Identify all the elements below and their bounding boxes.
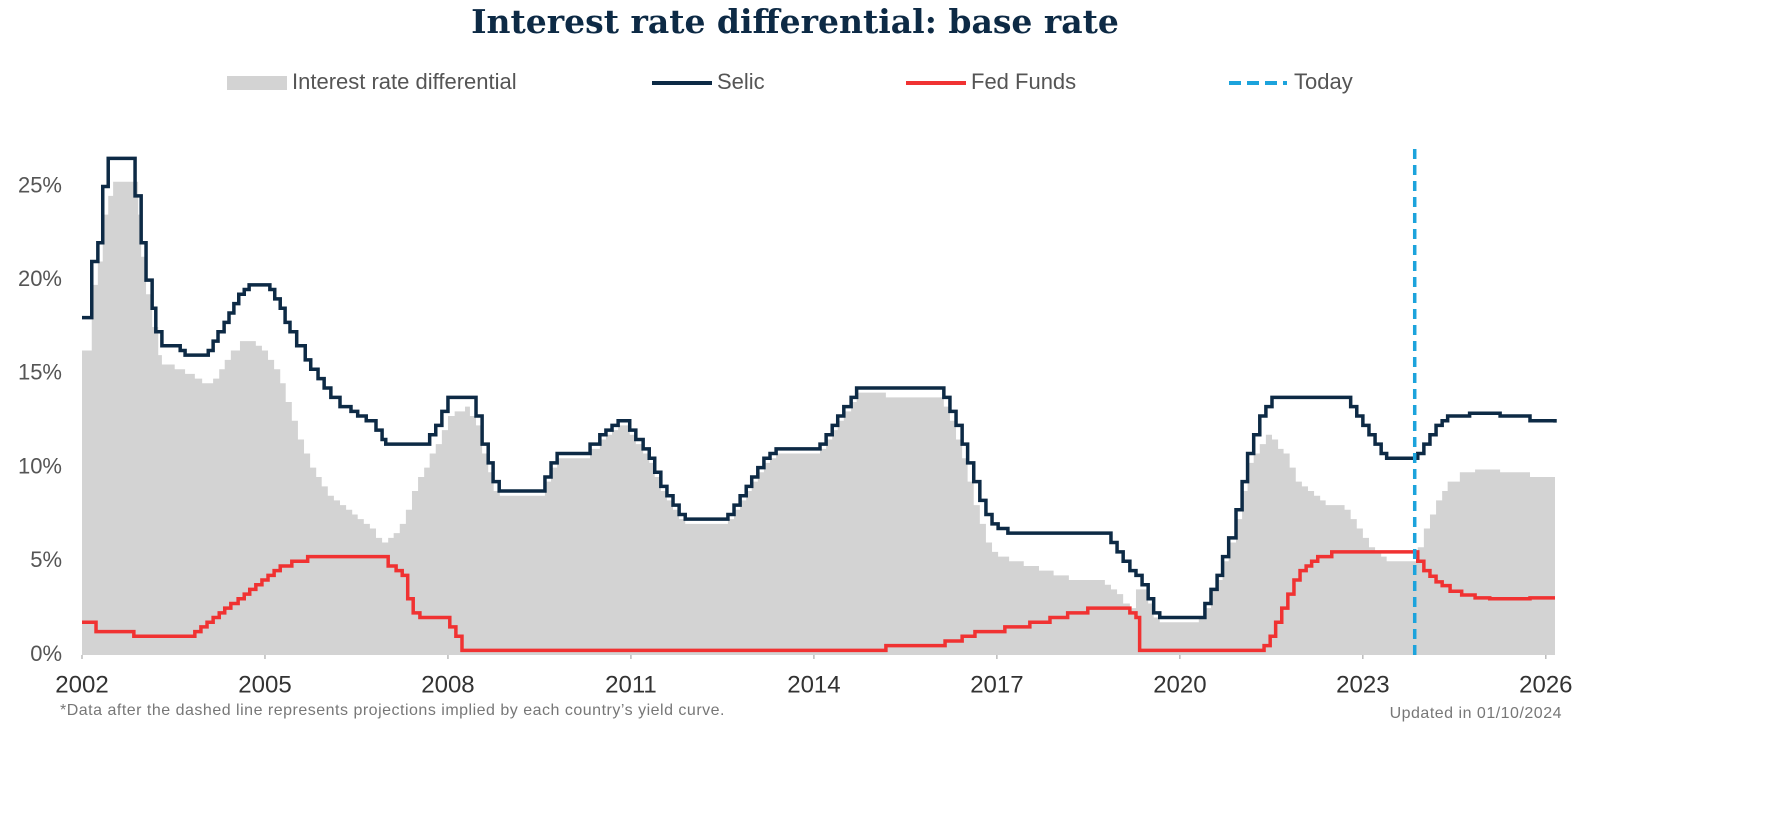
legend-label: Interest rate differential (292, 69, 517, 94)
x-tick-label: 2002 (55, 671, 108, 698)
x-tick-label: 2008 (421, 671, 474, 698)
x-tick-label: 2014 (787, 671, 840, 698)
y-tick-label: 15% (18, 360, 62, 385)
x-tick-label: 2011 (605, 671, 657, 698)
series-line (82, 156, 1557, 620)
series-line (82, 550, 1555, 653)
x-tick-label: 2026 (1519, 671, 1572, 698)
y-tick-label: 10% (18, 453, 62, 478)
legend-label: Today (1294, 69, 1353, 94)
x-tick-label: 2005 (238, 671, 291, 698)
legend-label: Selic (717, 69, 765, 94)
y-tick-label: 25% (18, 172, 62, 197)
legend-swatch (227, 76, 287, 90)
chart-title: Interest rate differential: base rate (471, 2, 1119, 41)
updated-note: Updated in 01/10/2024 (1390, 705, 1562, 722)
y-tick-label: 5% (30, 547, 62, 572)
y-tick-label: 0% (30, 641, 62, 666)
footnote: *Data after the dashed line represents p… (60, 702, 725, 719)
legend-label: Fed Funds (971, 69, 1076, 94)
y-tick-label: 20% (18, 266, 62, 291)
differential-area (82, 181, 1555, 655)
x-tick-label: 2023 (1336, 671, 1389, 698)
x-tick-label: 2017 (970, 671, 1023, 698)
x-tick-label: 2020 (1153, 671, 1206, 698)
